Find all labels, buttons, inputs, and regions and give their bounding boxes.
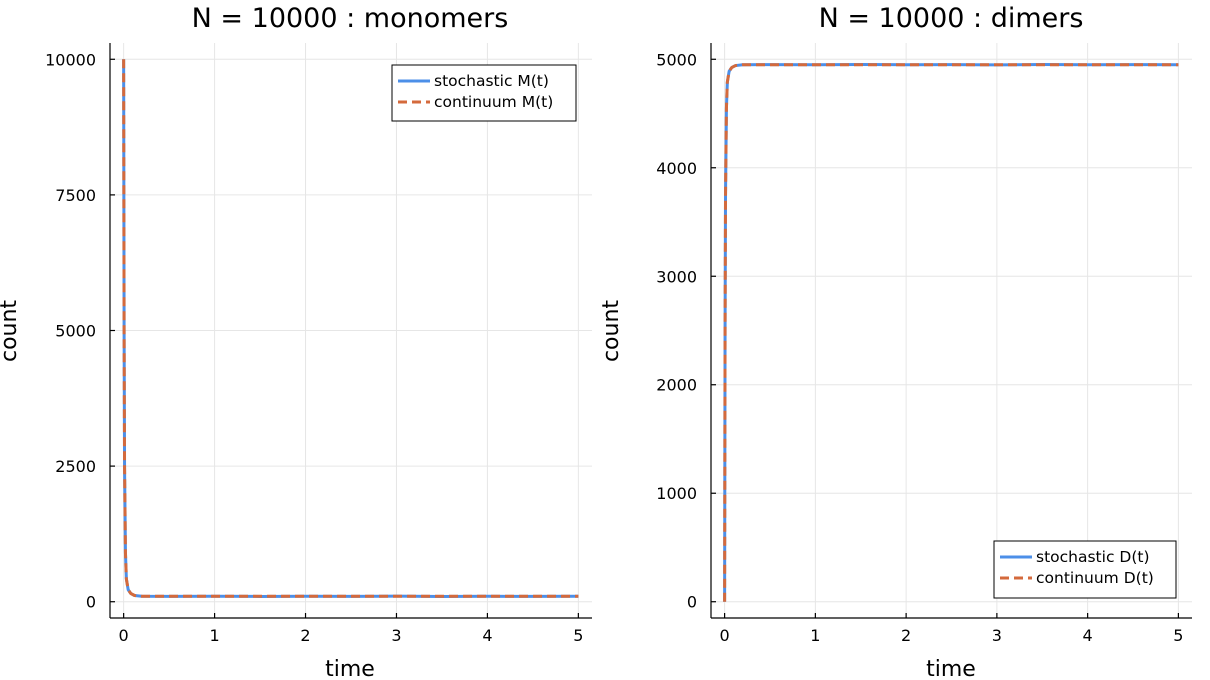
dimers-grid (711, 43, 1192, 618)
monomers-y-tick-label: 10000 (45, 50, 96, 69)
dimers-y-tick-label: 0 (687, 593, 697, 612)
dimers-x-tick-label: 0 (720, 626, 730, 645)
dimers-x-tick-label: 1 (810, 626, 820, 645)
monomers-y-label: count (0, 300, 22, 362)
monomers-series-continuum (122, 59, 579, 598)
monomers-y-tick-label: 2500 (55, 457, 96, 476)
monomers-series (122, 59, 579, 599)
monomers-grid (110, 43, 592, 618)
dimers-series-continuum (723, 63, 1179, 602)
dimers-series (723, 62, 1179, 602)
dimers-y-tick-label: 2000 (656, 376, 697, 395)
monomers-x-tick-label: 5 (573, 626, 583, 645)
dimers-axes (710, 43, 1192, 619)
monomers-x-tick-label: 2 (300, 626, 310, 645)
dimers-x-tick-label: 2 (901, 626, 911, 645)
monomers-x-tick-label: 0 (119, 626, 129, 645)
monomers-legend-box (391, 64, 577, 122)
monomers-legend-label: stochastic M(t) (434, 72, 549, 90)
dimers-y-tick-label: 4000 (656, 159, 697, 178)
dimers-y-tick-label: 3000 (656, 267, 697, 286)
dimers-x-tick-label: 3 (992, 626, 1002, 645)
monomers-series-stochastic (122, 59, 579, 599)
dimers-ticks: 0 1 2 3 4 5 0 1000 2000 3000 4000 5000 (656, 50, 1183, 645)
monomers-legend-label: continuum M(t) (434, 93, 553, 111)
dimers-legend-box (993, 540, 1177, 599)
monomers-y-tick-label: 7500 (55, 186, 96, 205)
dimers-legend: stochastic D(t) continuum D(t) (993, 540, 1177, 599)
monomers-ticks: 0 1 2 3 4 5 0 2500 5000 7500 10000 (45, 50, 583, 645)
dimers-x-tick-label: 4 (1083, 626, 1093, 645)
dimers-y-tick-label: 1000 (656, 484, 697, 503)
monomers-title: N = 10000 : monomers (192, 3, 509, 34)
monomers-x-tick-label: 3 (391, 626, 401, 645)
monomers-y-tick-label: 0 (86, 593, 96, 612)
monomers-panel: N = 10000 : monomers 0 1 2 3 4 5 0 2500 5000 7500… (0, 3, 592, 680)
monomers-x-tick-label: 4 (482, 626, 492, 645)
dimers-x-tick-label: 5 (1173, 626, 1183, 645)
dimers-panel: N = 10000 : dimers 0 1 2 3 4 5 0 1000 2000 3000 40… (599, 3, 1192, 680)
dimers-y-label: count (599, 300, 624, 362)
dimers-legend-label: continuum D(t) (1036, 569, 1154, 587)
monomers-x-label: time (325, 657, 375, 680)
dimers-title: N = 10000 : dimers (819, 3, 1084, 34)
dimers-y-tick-label: 5000 (656, 50, 697, 69)
monomers-legend: stochastic M(t) continuum M(t) (391, 64, 577, 122)
dimers-x-label: time (926, 657, 976, 680)
dimers-series-stochastic (723, 62, 1179, 602)
monomers-y-tick-label: 5000 (55, 322, 96, 341)
monomers-x-tick-label: 1 (209, 626, 219, 645)
dimers-legend-label: stochastic D(t) (1036, 548, 1150, 566)
